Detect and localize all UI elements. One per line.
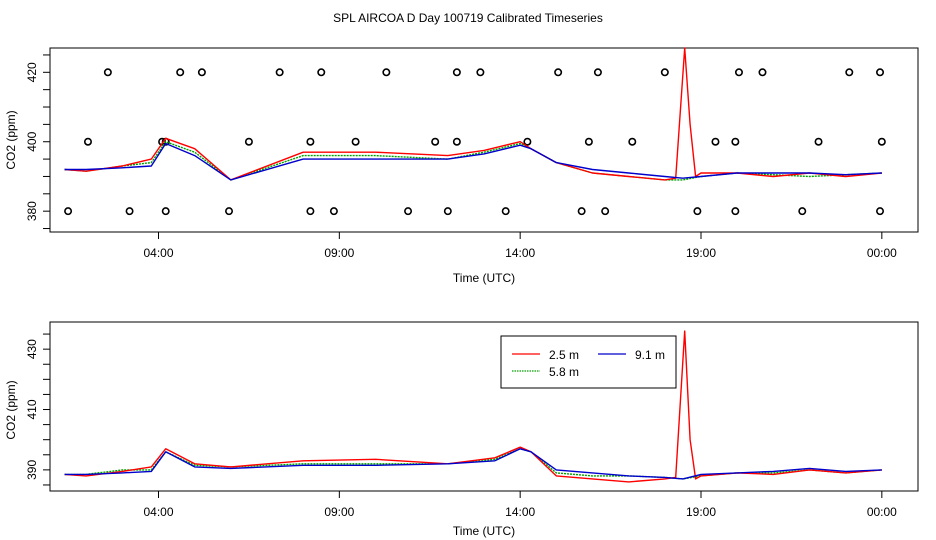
top-panel: 04:00 09:00 14:00 19:00 00:00 380 400 420 Time… <box>4 47 919 285</box>
top-y-tick-label: 420 <box>25 62 39 82</box>
calibration-marker <box>275 68 284 77</box>
bottom-panel: 04:00 09:00 14:00 19:00 00:00 390 410 430 Time… <box>4 321 919 538</box>
calibration-marker <box>601 207 610 216</box>
bottom-x-tick-label: 19:00 <box>686 505 716 519</box>
calibration-marker <box>176 68 185 77</box>
top-calibration-markers <box>64 68 886 216</box>
calibration-marker <box>197 68 206 77</box>
legend-box <box>500 335 677 389</box>
bottom-series-line-2-5-m <box>64 330 882 483</box>
calibration-marker <box>125 207 134 216</box>
calibration-marker <box>523 137 532 146</box>
top-y-tick-label: 400 <box>25 131 39 151</box>
calibration-marker <box>814 137 823 146</box>
legend-label-2-5m: 2.5 m <box>549 348 579 362</box>
calibration-marker <box>577 207 586 216</box>
calibration-marker <box>845 68 854 77</box>
top-x-tick-label: 19:00 <box>686 246 716 260</box>
bottom-y-label: CO2 (ppm) <box>4 380 18 439</box>
calibration-marker <box>798 207 807 216</box>
top-x-tick-label: 14:00 <box>505 246 535 260</box>
calibration-marker <box>306 137 315 146</box>
legend-label-5-8m: 5.8 m <box>549 365 579 379</box>
calibration-marker <box>731 207 740 216</box>
top-x-axis: 04:00 09:00 14:00 19:00 00:00 <box>143 232 897 260</box>
bottom-x-tick-label: 00:00 <box>867 505 897 519</box>
calibration-marker <box>593 68 602 77</box>
calibration-marker <box>693 207 702 216</box>
bottom-series-lines <box>64 330 882 483</box>
calibration-marker <box>244 137 253 146</box>
calibration-marker <box>161 207 170 216</box>
bottom-y-axis: 390 410 430 <box>25 333 50 486</box>
calibration-marker <box>452 137 461 146</box>
top-series-line-5-8-m <box>64 140 882 181</box>
calibration-marker <box>431 137 440 146</box>
top-y-tick-label: 380 <box>25 201 39 221</box>
calibration-marker <box>877 137 886 146</box>
calibration-marker <box>351 137 360 146</box>
calibration-marker <box>628 137 637 146</box>
calibration-marker <box>734 68 743 77</box>
top-x-tick-label: 00:00 <box>867 246 897 260</box>
calibration-marker <box>382 68 391 77</box>
bottom-y-tick-label: 390 <box>25 460 39 480</box>
bottom-x-tick-label: 04:00 <box>143 505 173 519</box>
top-series-line-9-1-m <box>64 142 882 181</box>
calibration-marker <box>660 68 669 77</box>
bottom-x-label: Time (UTC) <box>453 524 515 538</box>
bottom-x-tick-label: 14:00 <box>505 505 535 519</box>
bottom-plot-frame <box>49 321 919 492</box>
top-series-line-2-5-m <box>64 47 882 181</box>
calibration-marker <box>83 137 92 146</box>
bottom-y-tick-label: 410 <box>25 399 39 419</box>
calibration-marker <box>876 207 885 216</box>
calibration-marker <box>443 207 452 216</box>
calibration-marker <box>554 68 563 77</box>
figure-title: SPL AIRCOA D Day 100719 Calibrated Times… <box>333 11 603 25</box>
bottom-y-tick-label: 430 <box>25 339 39 359</box>
calibration-marker <box>876 68 885 77</box>
calibration-marker <box>404 207 413 216</box>
top-x-label: Time (UTC) <box>453 271 515 285</box>
calibration-marker <box>103 68 112 77</box>
calibration-marker <box>501 207 510 216</box>
calibration-marker <box>584 137 593 146</box>
top-y-label: CO2 (ppm) <box>4 110 18 169</box>
calibration-marker <box>711 137 720 146</box>
calibration-marker <box>731 137 740 146</box>
top-x-tick-label: 04:00 <box>143 246 173 260</box>
legend: 2.5 m 9.1 m 5.8 m <box>500 335 677 389</box>
top-y-axis: 380 400 420 <box>25 54 50 230</box>
calibration-marker <box>758 68 767 77</box>
calibration-marker <box>64 207 73 216</box>
legend-label-9-1m: 9.1 m <box>635 348 665 362</box>
calibration-marker <box>329 207 338 216</box>
calibration-marker <box>452 68 461 77</box>
calibration-marker <box>225 207 234 216</box>
bottom-series-line-9-1-m <box>64 448 882 480</box>
top-x-tick-label: 09:00 <box>324 246 354 260</box>
top-plot-frame <box>49 47 919 233</box>
bottom-x-tick-label: 09:00 <box>324 505 354 519</box>
top-series-lines <box>64 47 882 181</box>
bottom-x-axis: 04:00 09:00 14:00 19:00 00:00 <box>143 491 897 519</box>
calibration-marker <box>476 68 485 77</box>
calibration-marker <box>306 207 315 216</box>
calibration-marker <box>317 68 326 77</box>
